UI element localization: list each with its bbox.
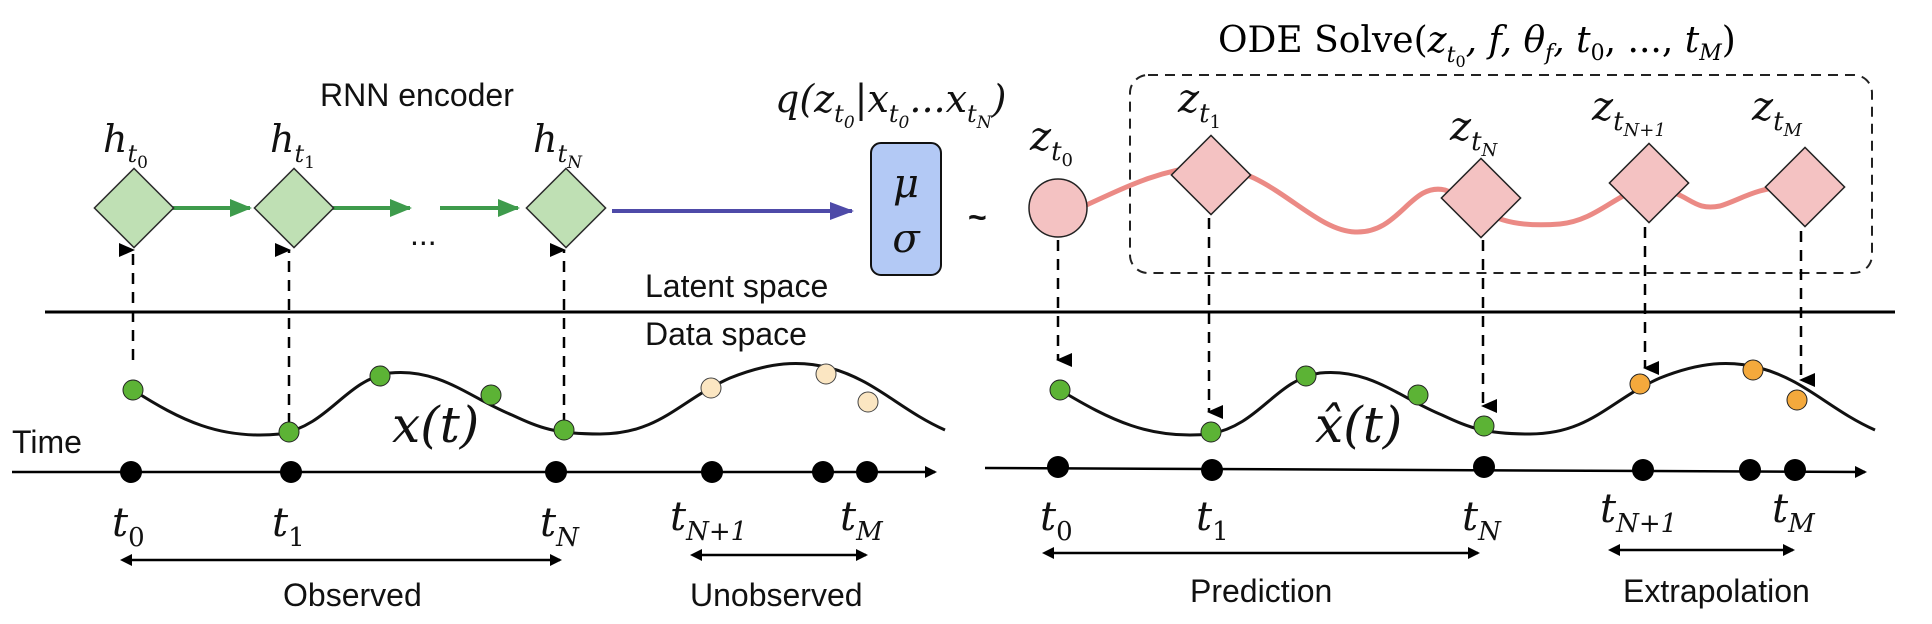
x-hat-of-t-label: x̂(t)	[1315, 396, 1402, 454]
time-dot	[812, 461, 834, 483]
sampling-tilde: ~	[968, 199, 987, 235]
predicted-point-t1	[1200, 421, 1222, 443]
tick-label-t0: t0	[112, 500, 145, 553]
tick-label-tM: tM	[1772, 486, 1816, 539]
tick-label-tN: tN	[1462, 494, 1502, 547]
ode-solve-label: ODE Solve(zt0, f, θf, t0, ..., tM)	[1218, 20, 1736, 71]
prediction-label: Prediction	[1190, 573, 1332, 609]
time-dot-tN	[1473, 456, 1495, 478]
latent-label-z-t0: zt0	[1029, 114, 1073, 171]
time-label: Time	[12, 424, 82, 460]
latent-node-z-tM	[1764, 146, 1846, 228]
time-dot-t0	[120, 461, 142, 483]
latent-label-z-t1: zt1	[1177, 76, 1221, 133]
encoder-label-h-t0: ht0	[103, 117, 148, 173]
time-dot-tM	[856, 461, 878, 483]
predicted-point-tN	[1473, 415, 1495, 437]
extrapolated-point	[1786, 389, 1808, 411]
time-axis-right	[984, 465, 1867, 478]
posterior-params-box	[870, 142, 942, 276]
mu-symbol: μ	[893, 161, 919, 207]
encoder-nodes	[93, 167, 607, 249]
sigma-symbol: σ	[892, 216, 921, 262]
encoder-node-h-tN	[525, 167, 607, 249]
posterior-label: q(zt0|xt0...xtN)	[775, 77, 1006, 133]
latent-label-z-tN: ztN	[1449, 104, 1499, 161]
tick-label-t1: t1	[272, 500, 305, 553]
encoder-label-h-t1: ht1	[270, 117, 315, 173]
predicted-point	[1407, 384, 1429, 406]
observed-point	[369, 365, 391, 387]
encoder-label-h-tN: htN	[533, 117, 583, 173]
x-of-t-label: x(t)	[392, 396, 479, 454]
latent-label-z-tN1: ztN+1	[1591, 84, 1666, 141]
tick-label-tN1: tN+1	[1600, 486, 1677, 539]
ode-solve-box	[1129, 74, 1873, 274]
observed-label: Observed	[283, 577, 422, 613]
tick-label-tN1: tN+1	[670, 494, 747, 547]
tick-label-tM: tM	[840, 494, 884, 547]
extrapolated-point	[1629, 373, 1651, 395]
encoder-ellipsis: ...	[410, 216, 437, 252]
latent-node-z-t0	[1028, 178, 1088, 238]
predicted-point-t0	[1049, 379, 1071, 401]
time-dot-tM	[1784, 459, 1806, 481]
extrapolated-point	[1742, 359, 1764, 381]
encoder-node-h-t1	[253, 167, 335, 249]
latent-space-label: Latent space	[645, 268, 828, 304]
time-dot-tN	[545, 461, 567, 483]
time-dot-tN1	[701, 461, 723, 483]
time-dot-t0	[1047, 456, 1069, 478]
latent-label-z-tM: ztM	[1751, 84, 1803, 141]
time-dot	[1739, 459, 1761, 481]
observed-point	[480, 384, 502, 406]
unobserved-point	[700, 377, 722, 399]
predicted-point	[1295, 365, 1317, 387]
latent-node-z-t1	[1170, 134, 1252, 216]
data-space-label: Data space	[645, 316, 807, 352]
unobserved-point	[815, 363, 837, 385]
rnn-encoder-label: RNN encoder	[320, 77, 514, 113]
tick-label-t1: t1	[1196, 494, 1229, 547]
encoder-node-h-t0	[93, 167, 175, 249]
extrapolation-label: Extrapolation	[1623, 573, 1810, 609]
latent-node-z-tN	[1440, 157, 1522, 239]
time-dot-t1	[280, 461, 302, 483]
unobserved-label: Unobserved	[690, 577, 863, 613]
tick-label-tN: tN	[540, 500, 580, 553]
observed-point-t1	[278, 421, 300, 443]
latent-node-z-tN1	[1608, 142, 1690, 224]
observed-point-tN	[553, 419, 575, 441]
tick-label-t0: t0	[1040, 494, 1073, 547]
observed-point-t0	[122, 379, 144, 401]
unobserved-point	[857, 391, 879, 413]
time-dot-tN1	[1632, 459, 1654, 481]
time-dot-t1	[1201, 459, 1223, 481]
